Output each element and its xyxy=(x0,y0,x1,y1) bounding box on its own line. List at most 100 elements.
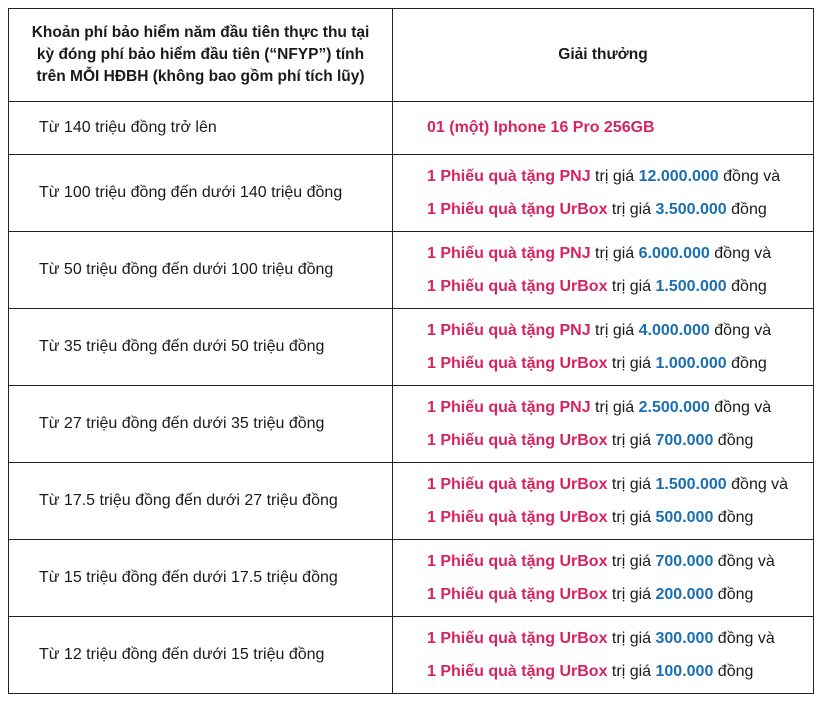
voucher-amount: 6.000.000 xyxy=(638,245,710,262)
amount-suffix: đồng xyxy=(717,432,754,449)
premium-range: Từ 17.5 triệu đồng đến dưới 27 triệu đồn… xyxy=(8,462,393,540)
table-row: Từ 15 triệu đồng đến dưới 17.5 triệu đồn… xyxy=(8,539,814,617)
voucher-amount: 12.000.000 xyxy=(638,168,719,185)
amount-suffix: đồng và xyxy=(714,399,772,416)
value-label: trị giá xyxy=(611,663,652,680)
prize-line: 1 Phiếu quà tặng UrBox trị giá 100.000 đ… xyxy=(427,655,813,688)
value-label: trị giá xyxy=(595,245,635,262)
prize-cell: 1 Phiếu quà tặng PNJ trị giá 2.500.000 đ… xyxy=(392,385,814,463)
amount-suffix: đồng và xyxy=(723,168,781,185)
premium-range: Từ 35 triệu đồng đến dưới 50 triệu đồng xyxy=(8,308,393,386)
header-row: Khoản phí bảo hiểm năm đầu tiên thực thu… xyxy=(8,8,814,102)
prize-cell: 01 (một) Iphone 16 Pro 256GB xyxy=(392,101,814,155)
header-premium: Khoản phí bảo hiểm năm đầu tiên thực thu… xyxy=(8,8,393,102)
header-prize: Giải thưởng xyxy=(392,8,814,102)
voucher-amount: 500.000 xyxy=(655,509,714,526)
voucher-name: 1 Phiếu quà tặng PNJ xyxy=(427,245,591,262)
table-row: Từ 100 triệu đồng đến dưới 140 triệu đồn… xyxy=(8,154,814,232)
value-label: trị giá xyxy=(611,278,652,295)
voucher-name: 1 Phiếu quà tặng UrBox xyxy=(427,432,608,449)
value-label: trị giá xyxy=(595,168,635,185)
voucher-name: 1 Phiếu quà tặng UrBox xyxy=(427,553,608,570)
premium-range: Từ 140 triệu đồng trở lên xyxy=(8,101,393,155)
amount-suffix: đồng và xyxy=(717,553,775,570)
amount-suffix: đồng và xyxy=(714,322,772,339)
value-label: trị giá xyxy=(611,355,652,372)
prize-line: 1 Phiếu quà tặng PNJ trị giá 4.000.000 đ… xyxy=(427,314,813,347)
voucher-amount: 1.500.000 xyxy=(655,476,727,493)
prize-cell: 1 Phiếu quà tặng PNJ trị giá 6.000.000 đ… xyxy=(392,231,814,309)
prize-table: Khoản phí bảo hiểm năm đầu tiên thực thu… xyxy=(8,8,814,694)
amount-suffix: đồng xyxy=(717,509,754,526)
prize-line: 1 Phiếu quà tặng UrBox trị giá 500.000 đ… xyxy=(427,501,813,534)
voucher-amount: 200.000 xyxy=(655,586,714,603)
premium-range: Từ 12 triệu đồng đến dưới 15 triệu đồng xyxy=(8,616,393,694)
amount-suffix: đồng xyxy=(717,663,754,680)
table-row: Từ 140 triệu đồng trở lên 01 (một) Iphon… xyxy=(8,101,814,155)
table-row: Từ 17.5 triệu đồng đến dưới 27 triệu đồn… xyxy=(8,462,814,540)
voucher-amount: 1.500.000 xyxy=(655,278,727,295)
table-row: Từ 27 triệu đồng đến dưới 35 triệu đồng … xyxy=(8,385,814,463)
prize-line: 1 Phiếu quà tặng UrBox trị giá 700.000 đ… xyxy=(427,545,813,578)
header-premium-line: trên MỖI HĐBH (không bao gồm phí tích lũ… xyxy=(36,68,365,85)
voucher-name: 1 Phiếu quà tặng PNJ xyxy=(427,322,591,339)
prize-line: 1 Phiếu quà tặng UrBox trị giá 700.000 đ… xyxy=(427,424,813,457)
prize-line: 1 Phiếu quà tặng PNJ trị giá 6.000.000 đ… xyxy=(427,237,813,270)
voucher-amount: 700.000 xyxy=(655,553,714,570)
prize-line: 1 Phiếu quà tặng UrBox trị giá 3.500.000… xyxy=(427,193,813,226)
prize-line: 1 Phiếu quà tặng UrBox trị giá 1.500.000… xyxy=(427,468,813,501)
prize-line: 1 Phiếu quà tặng PNJ trị giá 12.000.000 … xyxy=(427,160,813,193)
prize-line: 1 Phiếu quà tặng UrBox trị giá 1.500.000… xyxy=(427,270,813,303)
value-label: trị giá xyxy=(611,432,652,449)
prize-line: 1 Phiếu quà tặng UrBox trị giá 300.000 đ… xyxy=(427,622,813,655)
amount-suffix: đồng xyxy=(731,201,767,218)
premium-range: Từ 15 triệu đồng đến dưới 17.5 triệu đồn… xyxy=(8,539,393,617)
header-premium-line: Khoản phí bảo hiểm năm đầu tiên thực thu… xyxy=(31,24,370,41)
premium-range: Từ 27 triệu đồng đến dưới 35 triệu đồng xyxy=(8,385,393,463)
voucher-name: 1 Phiếu quà tặng UrBox xyxy=(427,630,608,647)
prize-single: 01 (một) Iphone 16 Pro 256GB xyxy=(427,119,655,136)
amount-suffix: đồng và xyxy=(714,245,772,262)
voucher-amount: 1.000.000 xyxy=(655,355,727,372)
value-label: trị giá xyxy=(611,630,652,647)
value-label: trị giá xyxy=(611,509,652,526)
prize-cell: 1 Phiếu quà tặng PNJ trị giá 12.000.000 … xyxy=(392,154,814,232)
value-label: trị giá xyxy=(611,553,652,570)
table-row: Từ 12 triệu đồng đến dưới 15 triệu đồng … xyxy=(8,616,814,694)
voucher-name: 1 Phiếu quà tặng UrBox xyxy=(427,355,608,372)
amount-suffix: đồng và xyxy=(717,630,775,647)
value-label: trị giá xyxy=(611,586,652,603)
prize-line: 1 Phiếu quà tặng UrBox trị giá 200.000 đ… xyxy=(427,578,813,611)
voucher-name: 1 Phiếu quà tặng UrBox xyxy=(427,663,608,680)
prize-line: 1 Phiếu quà tặng PNJ trị giá 2.500.000 đ… xyxy=(427,391,813,424)
value-label: trị giá xyxy=(611,201,652,218)
prize-line: 1 Phiếu quà tặng UrBox trị giá 1.000.000… xyxy=(427,347,813,380)
voucher-name: 1 Phiếu quà tặng PNJ xyxy=(427,399,591,416)
premium-range: Từ 100 triệu đồng đến dưới 140 triệu đồn… xyxy=(8,154,393,232)
table-row: Từ 50 triệu đồng đến dưới 100 triệu đồng… xyxy=(8,231,814,309)
voucher-name: 1 Phiếu quà tặng UrBox xyxy=(427,586,608,603)
voucher-name: 1 Phiếu quà tặng UrBox xyxy=(427,509,608,526)
voucher-amount: 100.000 xyxy=(655,663,714,680)
value-label: trị giá xyxy=(611,476,652,493)
voucher-name: 1 Phiếu quà tặng UrBox xyxy=(427,476,608,493)
voucher-name: 1 Phiếu quà tặng UrBox xyxy=(427,201,608,218)
amount-suffix: đồng xyxy=(717,586,754,603)
prize-cell: 1 Phiếu quà tặng PNJ trị giá 4.000.000 đ… xyxy=(392,308,814,386)
prize-cell: 1 Phiếu quà tặng UrBox trị giá 700.000 đ… xyxy=(392,539,814,617)
voucher-name: 1 Phiếu quà tặng UrBox xyxy=(427,278,608,295)
prize-cell: 1 Phiếu quà tặng UrBox trị giá 300.000 đ… xyxy=(392,616,814,694)
amount-suffix: đồng và xyxy=(731,476,789,493)
voucher-amount: 2.500.000 xyxy=(638,399,710,416)
amount-suffix: đồng xyxy=(731,278,767,295)
voucher-amount: 4.000.000 xyxy=(638,322,710,339)
header-premium-line: kỳ đóng phí bảo hiểm đầu tiên (“NFYP”) t… xyxy=(36,46,365,63)
voucher-name: 1 Phiếu quà tặng PNJ xyxy=(427,168,591,185)
table-row: Từ 35 triệu đồng đến dưới 50 triệu đồng … xyxy=(8,308,814,386)
voucher-amount: 300.000 xyxy=(655,630,714,647)
voucher-amount: 3.500.000 xyxy=(655,201,727,218)
value-label: trị giá xyxy=(595,322,635,339)
premium-range: Từ 50 triệu đồng đến dưới 100 triệu đồng xyxy=(8,231,393,309)
voucher-amount: 700.000 xyxy=(655,432,714,449)
value-label: trị giá xyxy=(595,399,635,416)
